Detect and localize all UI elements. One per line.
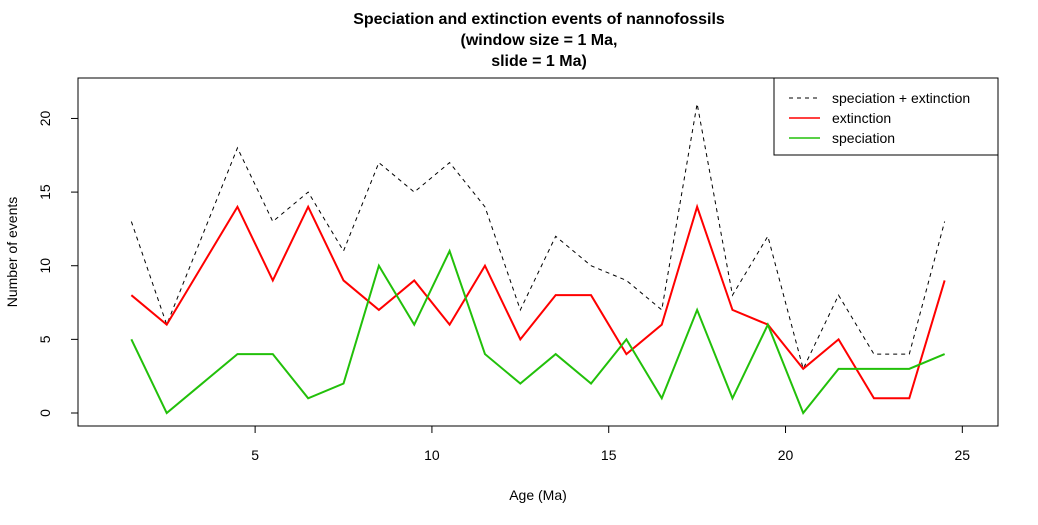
x-tick-label: 25 <box>955 447 971 463</box>
legend-label-speciation: speciation <box>832 130 895 146</box>
x-tick-label: 10 <box>424 447 440 463</box>
x-tick-label: 15 <box>601 447 617 463</box>
series-line-speciation-extinction <box>130 103 946 371</box>
x-axis-label: Age (Ma) <box>509 487 567 503</box>
y-axis-label: Number of events <box>4 197 20 308</box>
chart-title-line: Speciation and extinction events of nann… <box>353 11 725 28</box>
series-group <box>130 103 946 415</box>
legend: speciation + extinction extinction speciat… <box>773 77 999 156</box>
y-tick-label: 5 <box>37 335 53 343</box>
y-tick-label: 0 <box>37 409 53 417</box>
legend-box <box>773 77 999 156</box>
chart-title-line: slide = 1 Ma) <box>491 53 587 70</box>
chart-title-line: (window size = 1 Ma, <box>461 32 618 49</box>
legend-label-speciation-extinction: speciation + extinction <box>832 90 970 106</box>
series-line-speciation <box>130 248 946 415</box>
y-axis: 0 5 10 15 20 <box>37 110 79 417</box>
y-tick-label: 20 <box>37 110 53 126</box>
x-tick-label: 20 <box>778 447 794 463</box>
y-tick-label: 10 <box>37 258 53 274</box>
y-tick-label: 15 <box>37 184 53 200</box>
chart-title: Speciation and extinction events of nann… <box>353 11 725 70</box>
x-axis: 5 10 15 20 25 <box>251 425 971 463</box>
series-line-extinction <box>130 203 946 400</box>
x-tick-label: 5 <box>251 447 259 463</box>
legend-label-extinction: extinction <box>832 110 891 126</box>
